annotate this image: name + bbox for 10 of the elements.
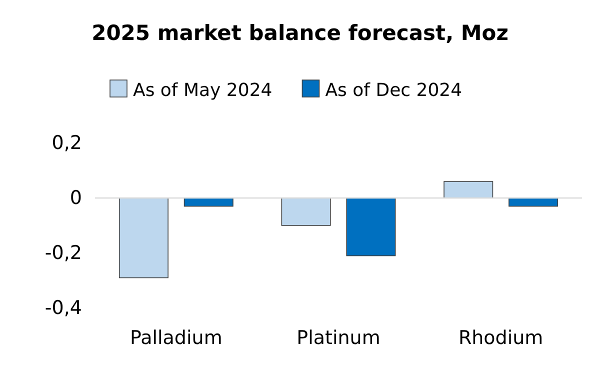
y-tick-label: 0 [70, 187, 82, 210]
x-tick-label: Platinum [296, 327, 380, 349]
y-tick-label: -0,2 [44, 242, 82, 264]
y-tick-label: -0,4 [44, 297, 82, 320]
legend-label: As of Dec 2024 [325, 80, 462, 101]
y-tick-label: 0,2 [52, 132, 82, 154]
x-tick-label: Rhodium [458, 327, 544, 349]
chart-title: 2025 market balance forecast, Moz [92, 21, 508, 45]
legend-label: As of May 2024 [133, 80, 272, 101]
x-tick-label: Palladium [130, 327, 222, 349]
